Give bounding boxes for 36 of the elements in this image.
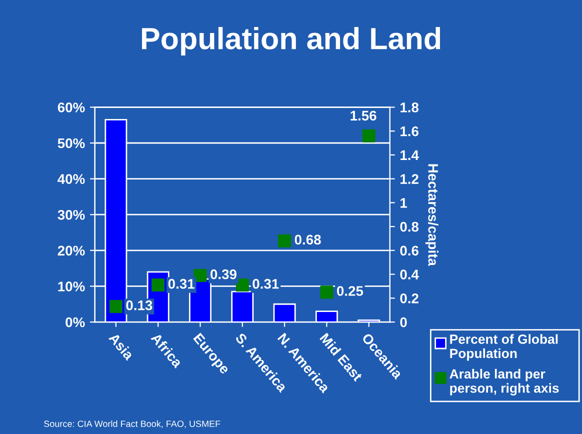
y-tick-label: 0% <box>66 317 85 328</box>
data-label: 0.68 <box>294 234 321 245</box>
y-tick-label: 40% <box>58 174 85 184</box>
y2-tick-label: 0 <box>400 317 407 328</box>
y2-tick-label: 1.6 <box>400 126 418 136</box>
y2-tick-label: 0.4 <box>400 270 419 280</box>
y-tick-label: 50% <box>58 138 85 148</box>
y-tick-label: 10% <box>58 282 85 292</box>
y-tick-label: 30% <box>58 210 85 220</box>
point <box>109 300 122 314</box>
point <box>152 278 165 292</box>
legend-label: Arable land per person, right axis <box>450 368 559 396</box>
source-note: Source: CIA World Fact Book, FAO, USMEF <box>44 420 220 428</box>
data-label: 1.56 <box>350 110 376 121</box>
data-label: 0.25 <box>336 286 364 296</box>
data-label: 0.39 <box>210 269 236 280</box>
point <box>278 234 292 248</box>
y-tick-label: 20% <box>58 246 85 256</box>
y-tick-label: 60% <box>58 102 85 112</box>
data-label: 0.31 <box>168 278 194 289</box>
point <box>362 129 376 142</box>
point <box>236 278 249 292</box>
y2-tick-label: 0.8 <box>400 222 419 232</box>
y2-axis-title: Hectares/capita <box>425 164 438 266</box>
y2-tick-label: 1 <box>400 198 407 208</box>
data-label: 0.31 <box>252 278 279 289</box>
point <box>320 286 334 299</box>
y2-tick-label: 1.8 <box>400 102 419 112</box>
chart-title: Population and Land <box>142 26 440 56</box>
y2-tick-label: 1.2 <box>400 174 418 184</box>
y2-tick-label: 0.6 <box>400 246 418 256</box>
legend-label: Percent of Global Population <box>450 334 558 361</box>
y2-tick-label: 1.4 <box>400 150 419 160</box>
y2-tick-label: 0.2 <box>400 293 418 304</box>
point <box>194 268 207 282</box>
data-label: 0.13 <box>126 300 152 310</box>
